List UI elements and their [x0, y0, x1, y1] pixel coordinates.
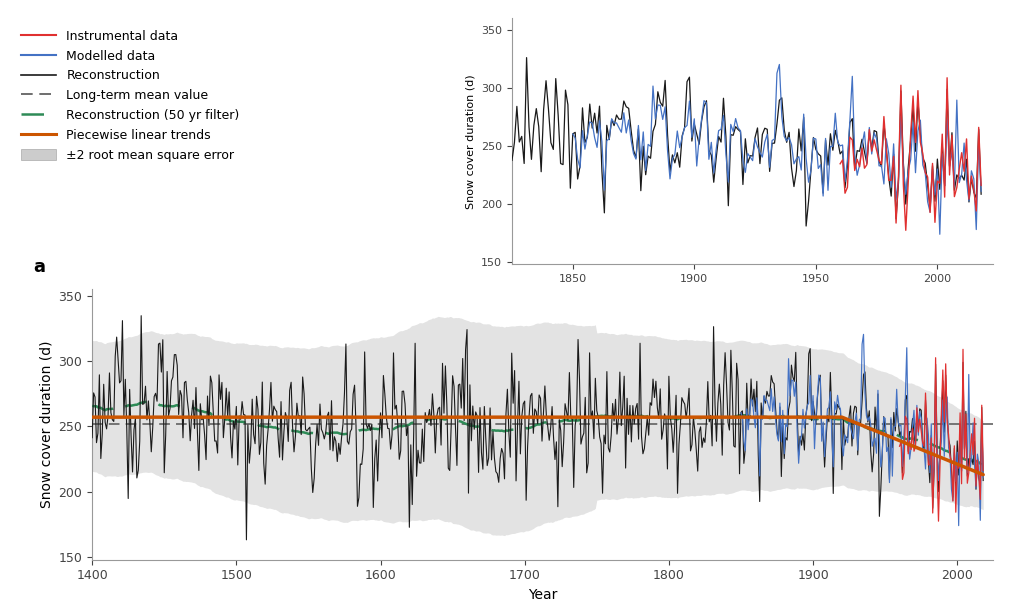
- Y-axis label: Snow cover duration (d): Snow cover duration (d): [466, 74, 475, 208]
- X-axis label: Year: Year: [528, 588, 557, 602]
- Y-axis label: Snow cover duration (d): Snow cover duration (d): [39, 341, 53, 508]
- Legend: Instrumental data, Modelled data, Reconstruction, Long-term mean value, Reconstr: Instrumental data, Modelled data, Recons…: [16, 25, 245, 167]
- Text: a: a: [34, 258, 46, 276]
